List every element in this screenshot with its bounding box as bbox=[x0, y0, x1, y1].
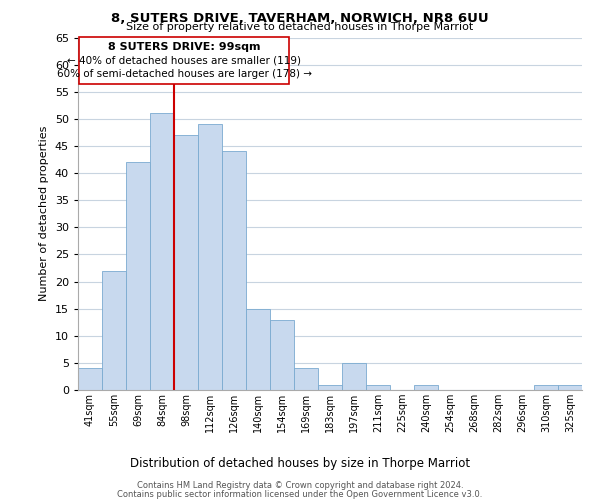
Bar bbox=[294, 368, 318, 390]
Bar bbox=[270, 320, 294, 390]
Bar bbox=[222, 152, 246, 390]
Bar bbox=[318, 384, 342, 390]
Text: Size of property relative to detached houses in Thorpe Marriot: Size of property relative to detached ho… bbox=[127, 22, 473, 32]
Text: Contains HM Land Registry data © Crown copyright and database right 2024.: Contains HM Land Registry data © Crown c… bbox=[137, 481, 463, 490]
Y-axis label: Number of detached properties: Number of detached properties bbox=[39, 126, 49, 302]
Text: 60% of semi-detached houses are larger (178) →: 60% of semi-detached houses are larger (… bbox=[56, 70, 312, 80]
Text: ← 40% of detached houses are smaller (119): ← 40% of detached houses are smaller (11… bbox=[67, 56, 301, 66]
Bar bbox=[79, 38, 289, 84]
Bar bbox=[558, 384, 582, 390]
Bar bbox=[414, 384, 438, 390]
Text: 8 SUTERS DRIVE: 99sqm: 8 SUTERS DRIVE: 99sqm bbox=[108, 42, 260, 52]
Bar bbox=[198, 124, 222, 390]
Bar bbox=[126, 162, 150, 390]
Bar bbox=[174, 135, 198, 390]
Bar bbox=[342, 363, 366, 390]
Bar bbox=[534, 384, 558, 390]
Text: Distribution of detached houses by size in Thorpe Marriot: Distribution of detached houses by size … bbox=[130, 458, 470, 470]
Bar bbox=[150, 114, 174, 390]
Bar bbox=[366, 384, 390, 390]
Bar bbox=[102, 270, 126, 390]
Text: 8, SUTERS DRIVE, TAVERHAM, NORWICH, NR8 6UU: 8, SUTERS DRIVE, TAVERHAM, NORWICH, NR8 … bbox=[111, 12, 489, 26]
Bar bbox=[78, 368, 102, 390]
Text: Contains public sector information licensed under the Open Government Licence v3: Contains public sector information licen… bbox=[118, 490, 482, 499]
Bar bbox=[246, 308, 270, 390]
